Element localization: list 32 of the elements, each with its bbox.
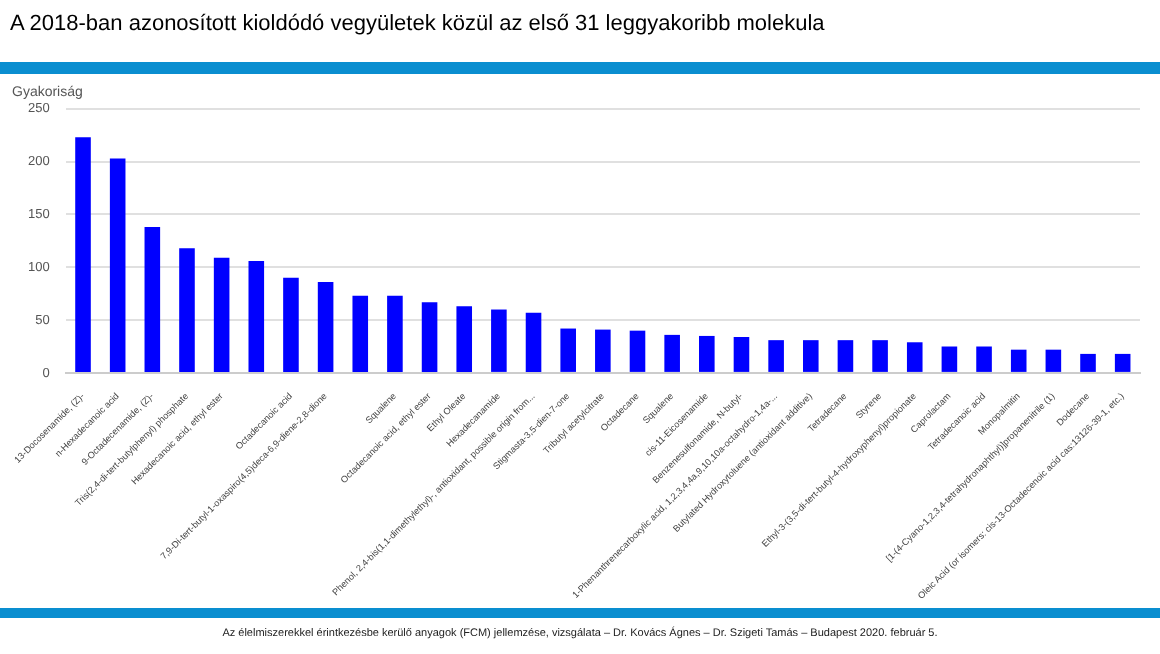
- bar: [664, 334, 680, 372]
- bar: [525, 312, 542, 372]
- chart-title: A 2018-ban azonosított kioldódó vegyületek közül az első 31 leggyakoribb molekula: [10, 12, 825, 36]
- bar: [906, 342, 923, 372]
- bar: [75, 137, 91, 372]
- bar: [387, 295, 403, 372]
- bar: [1045, 349, 1062, 372]
- bar: [1114, 353, 1131, 372]
- bar: [1080, 353, 1096, 372]
- bar: [179, 248, 195, 372]
- bar: [352, 295, 369, 372]
- bar: [248, 260, 265, 372]
- bar: [1010, 349, 1027, 372]
- bar: [941, 346, 958, 372]
- bar: [283, 277, 299, 372]
- bar: [421, 302, 438, 372]
- bar: [144, 227, 161, 372]
- bar: [733, 336, 750, 372]
- bar: [213, 257, 230, 372]
- bar: [317, 282, 334, 372]
- bar: [768, 340, 784, 372]
- bar: [802, 340, 819, 372]
- bar: [109, 158, 126, 372]
- bar: [629, 330, 646, 372]
- bar: [560, 328, 576, 372]
- bar: [837, 340, 854, 372]
- bar: [976, 346, 992, 372]
- bar: [491, 309, 507, 372]
- bar: [872, 340, 888, 372]
- bar: [595, 329, 611, 372]
- bar: [456, 306, 473, 372]
- bar: [699, 335, 715, 372]
